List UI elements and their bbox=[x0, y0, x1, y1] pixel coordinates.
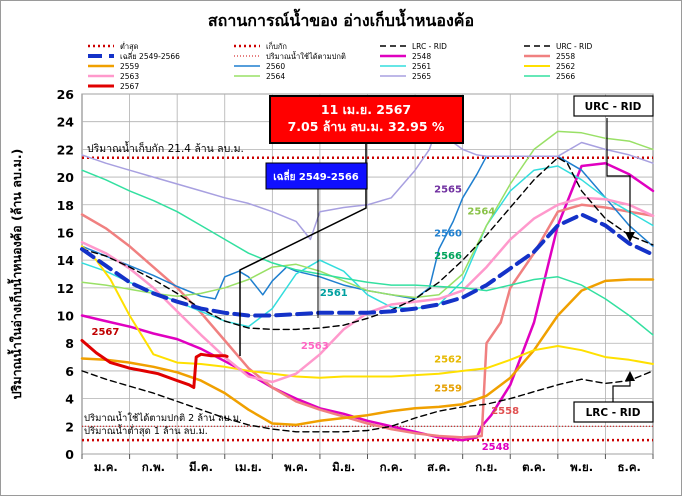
y-tick-label: 8 bbox=[65, 336, 74, 351]
legend-label: URC - RID bbox=[556, 42, 592, 51]
y-axis-label: ปริมาณน้ำในอ่างเก็บน้ำหนองค้อ (ล้าน ลบ.ม… bbox=[7, 149, 24, 400]
legend-label: 2563 bbox=[120, 72, 139, 81]
current-callout-value: 7.05 ล้าน ลบ.ม. 32.95 % bbox=[288, 119, 445, 134]
y-tick-label: 16 bbox=[57, 225, 75, 240]
y-tick-label: 0 bbox=[65, 447, 74, 462]
urc-callout-box bbox=[573, 95, 654, 117]
series-line-เฉลี่ย-2549-2566 bbox=[80, 212, 655, 318]
y-tick-label: 6 bbox=[65, 364, 74, 379]
legend: ต่ำสุด เก็บกัก LRC - RID URC - RID เฉลี่ย 25… bbox=[88, 41, 592, 91]
series-line-2566 bbox=[81, 169, 654, 336]
legend-label: 2560 bbox=[266, 62, 285, 71]
current-callout-date: 11 เม.ย. 2567 bbox=[321, 102, 411, 117]
y-tick-label: 18 bbox=[57, 198, 74, 213]
urc-callout-label: URC - RID bbox=[585, 101, 642, 113]
min-line-label: ปริมาณน้ำต่ำสุด 1 ล้าน ลบ.ม. bbox=[84, 424, 208, 437]
x-tick-label: ก.พ. bbox=[142, 460, 165, 474]
series-line-2559 bbox=[80, 278, 655, 427]
usable-line-label: ปริมาณน้ำใช้ได้ตามปกติ 2 ล้าน ลบ.ม. bbox=[84, 411, 242, 424]
current-callout-box bbox=[269, 95, 464, 144]
x-tick-label: ต.ค. bbox=[522, 460, 546, 474]
legend-label: 2566 bbox=[556, 72, 575, 81]
urc-callout-arrow bbox=[625, 232, 635, 242]
legend-label: 2562 bbox=[556, 62, 575, 71]
reference-lines bbox=[82, 156, 653, 442]
series-year-label: 2566 bbox=[434, 251, 462, 262]
chart-title: สถานการณ์น้ำของ อ่างเก็บน้ำหนองค้อ bbox=[208, 8, 474, 30]
legend-label: 2564 bbox=[266, 72, 285, 81]
lrc-callout-arrow bbox=[625, 371, 635, 381]
storage-line-label: ปริมาณน้ำเก็บกัก 21.4 ล้าน ลบ.ม. bbox=[87, 141, 244, 155]
x-tick-label: ส.ค. bbox=[427, 460, 450, 474]
y-tick-label: 12 bbox=[57, 281, 74, 296]
series-line-2562 bbox=[81, 245, 654, 379]
lrc-callout-leader bbox=[612, 378, 631, 402]
series-line-2548 bbox=[80, 161, 655, 442]
series-year-label: 2558 bbox=[491, 406, 519, 417]
avg-callout-label: เฉลี่ย 2549-2566 bbox=[273, 169, 359, 183]
series-year-label: 2559 bbox=[434, 384, 462, 395]
series-line-2565 bbox=[81, 120, 654, 241]
series-year-label: 2562 bbox=[434, 355, 462, 366]
series-line-2567 bbox=[80, 339, 229, 389]
legend-label: 2558 bbox=[556, 52, 575, 61]
legend-label: ปริมาณน้ำใช้ได้ตามปกติ bbox=[266, 51, 346, 61]
series-line-2558 bbox=[80, 203, 655, 439]
x-tick-label: ธ.ค. bbox=[617, 460, 640, 474]
x-tick-label: เม.ย. bbox=[235, 460, 262, 474]
x-tick-label: พ.ย. bbox=[570, 460, 593, 474]
series-year-label: 2561 bbox=[320, 288, 348, 299]
series-year-label: 2565 bbox=[434, 184, 462, 195]
x-tick-label: ม.ค. bbox=[94, 460, 118, 474]
x-tick-label: มิ.ย. bbox=[332, 460, 355, 474]
x-tick-label: ก.ย. bbox=[475, 460, 497, 474]
y-tick-label: 2 bbox=[65, 419, 74, 434]
legend-label: เก็บกัก bbox=[266, 41, 287, 51]
legend-label: LRC - RID bbox=[412, 42, 447, 51]
x-tick-label: มี.ค. bbox=[189, 460, 213, 474]
lrc-callout-box bbox=[573, 401, 654, 423]
legend-label: 2565 bbox=[412, 72, 431, 81]
y-tick-label: 24 bbox=[57, 115, 75, 130]
series-year-label: 2563 bbox=[301, 341, 329, 352]
y-tick-label: 4 bbox=[65, 392, 74, 407]
legend-label: 2567 bbox=[120, 82, 139, 91]
legend-label: 2561 bbox=[412, 62, 431, 71]
series-line-URC---RID bbox=[81, 156, 654, 331]
legend-label: 2548 bbox=[412, 52, 431, 61]
x-tick-label: พ.ค. bbox=[284, 460, 308, 474]
series-year-label: 2560 bbox=[434, 229, 462, 240]
y-tick-label: 10 bbox=[57, 309, 75, 324]
y-tick-label: 26 bbox=[57, 87, 75, 102]
legend-label: 2559 bbox=[120, 62, 139, 71]
series-year-label: 2567 bbox=[92, 327, 120, 338]
y-tick-label: 14 bbox=[57, 253, 75, 268]
y-tick-label: 22 bbox=[57, 142, 74, 157]
lrc-callout-label: LRC - RID bbox=[586, 407, 641, 419]
series-year-label: 2548 bbox=[482, 442, 510, 453]
series-line-LRC---RID bbox=[81, 370, 654, 433]
series-line-2564 bbox=[81, 130, 654, 299]
x-tick-label: ก.ค. bbox=[380, 460, 403, 474]
series-year-label: 2564 bbox=[467, 206, 495, 217]
urc-callout-leader bbox=[606, 118, 631, 238]
y-tick-label: 20 bbox=[57, 170, 75, 185]
series-labels-layer: 2567 2565 2564 2560 2566 2561 2563 2562 2559 2558… bbox=[92, 184, 520, 453]
legend-label: ต่ำสุด bbox=[120, 41, 139, 51]
avg-callout-box bbox=[265, 162, 368, 190]
series-layer bbox=[80, 120, 655, 442]
legend-label: เฉลี่ย 2549-2566 bbox=[120, 51, 180, 61]
